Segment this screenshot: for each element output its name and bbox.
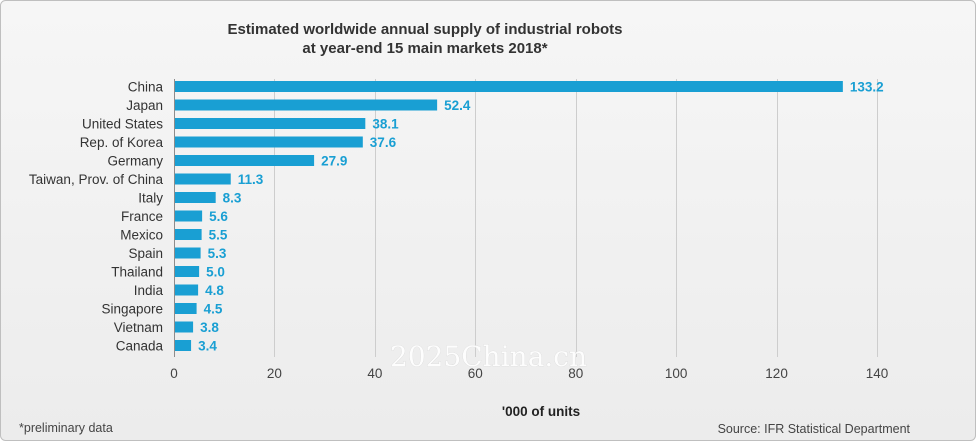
- category-label: United States: [82, 117, 163, 132]
- footnote: *preliminary data: [19, 421, 113, 435]
- bar: [174, 321, 194, 333]
- data-label: 37.6: [370, 135, 397, 150]
- x-tick-label: 100: [665, 366, 688, 381]
- bar: [174, 118, 366, 129]
- data-label: 11.3: [238, 172, 264, 187]
- x-tick-label: 40: [367, 366, 382, 381]
- watermark: 2025China.cn: [390, 340, 587, 373]
- bar: [174, 247, 201, 259]
- chart-title: Estimated worldwide annual supply of ind…: [227, 21, 622, 57]
- bar: [174, 340, 192, 351]
- category-label: Thailand: [111, 265, 163, 280]
- data-label: 5.5: [209, 228, 228, 243]
- x-axis-label: '000 of units: [502, 404, 580, 419]
- x-tick-label: 120: [765, 366, 788, 381]
- category-label: China: [128, 80, 164, 95]
- category-label: Taiwan, Prov. of China: [29, 172, 164, 187]
- data-label: 5.3: [208, 246, 227, 261]
- bar: [174, 173, 231, 185]
- data-label: 133.2: [850, 80, 884, 95]
- bar: [174, 81, 843, 92]
- x-axis-ticks: 0 20 40 60 80 100 120 140: [170, 366, 888, 381]
- data-label: 52.4: [444, 98, 471, 113]
- category-label: France: [121, 209, 163, 224]
- category-label: Japan: [126, 98, 163, 113]
- category-label: Mexico: [120, 228, 163, 243]
- category-labels: China Japan United States Rep. of Korea Germ…: [29, 80, 164, 354]
- category-label: Spain: [128, 246, 163, 261]
- category-label: Singapore: [101, 302, 163, 317]
- data-label: 4.5: [204, 302, 223, 317]
- data-label: 3.4: [198, 339, 217, 354]
- data-label: 5.6: [209, 209, 228, 224]
- bar: [174, 210, 203, 222]
- bars: [174, 81, 843, 351]
- x-tick-label: 20: [267, 366, 282, 381]
- bar: [174, 136, 363, 148]
- data-label: 4.8: [205, 283, 224, 298]
- category-label: India: [134, 283, 164, 298]
- bar: [174, 303, 197, 314]
- source-note: Source: IFR Statistical Department: [718, 422, 911, 436]
- plot-area: 0 20 40 60 80 100 120 140 China Japan United State…: [29, 79, 888, 381]
- data-label: 38.1: [372, 117, 399, 132]
- category-label: Germany: [107, 154, 163, 169]
- category-label: Canada: [116, 339, 164, 354]
- gridlines: [274, 79, 878, 357]
- x-tick-label: 0: [170, 366, 178, 381]
- data-label: 5.0: [206, 265, 225, 280]
- data-label: 8.3: [223, 191, 242, 206]
- category-label: Italy: [138, 191, 163, 206]
- data-labels: 133.2 52.4 38.1 37.6 27.9 11.3 8.3 5.6 5.5 5.3 5.0…: [198, 80, 884, 354]
- bar: [174, 155, 315, 166]
- data-label: 3.8: [200, 320, 219, 335]
- data-label: 27.9: [321, 154, 347, 169]
- chart-title-line-1: Estimated worldwide annual supply of ind…: [227, 21, 622, 38]
- bar: [174, 192, 216, 203]
- category-label: Vietnam: [114, 320, 163, 335]
- category-label: Rep. of Korea: [80, 135, 164, 150]
- x-tick-label: 60: [468, 366, 483, 381]
- bar: [174, 266, 200, 277]
- x-tick-label: 80: [568, 366, 583, 381]
- chart-title-line-2: at year-end 15 main markets 2018*: [302, 40, 547, 57]
- bar: [174, 284, 199, 296]
- bar: [174, 99, 438, 111]
- x-tick-label: 140: [866, 366, 889, 381]
- bar: [174, 229, 202, 240]
